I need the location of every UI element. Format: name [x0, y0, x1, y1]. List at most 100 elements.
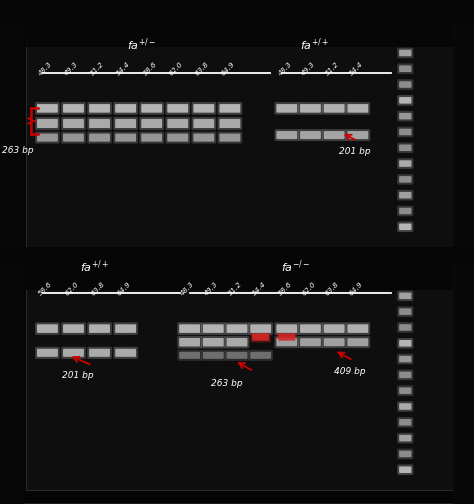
FancyBboxPatch shape: [113, 347, 138, 359]
Text: 64.9: 64.9: [348, 281, 364, 297]
FancyBboxPatch shape: [397, 206, 413, 216]
FancyBboxPatch shape: [397, 221, 413, 232]
FancyBboxPatch shape: [322, 129, 346, 141]
FancyBboxPatch shape: [37, 134, 58, 142]
Text: 263 bp: 263 bp: [211, 379, 243, 388]
FancyBboxPatch shape: [165, 117, 190, 130]
FancyBboxPatch shape: [397, 449, 413, 459]
FancyBboxPatch shape: [63, 119, 84, 128]
FancyBboxPatch shape: [191, 102, 216, 114]
FancyBboxPatch shape: [63, 134, 84, 142]
FancyBboxPatch shape: [399, 145, 411, 151]
FancyBboxPatch shape: [219, 104, 240, 112]
Text: 49.3: 49.3: [203, 281, 219, 297]
FancyBboxPatch shape: [139, 117, 164, 130]
FancyBboxPatch shape: [219, 134, 240, 142]
Bar: [0, 247, 474, 266]
FancyBboxPatch shape: [191, 132, 216, 144]
FancyBboxPatch shape: [61, 117, 86, 130]
FancyBboxPatch shape: [322, 336, 346, 348]
FancyBboxPatch shape: [298, 129, 323, 141]
FancyBboxPatch shape: [165, 102, 190, 114]
FancyBboxPatch shape: [399, 129, 411, 135]
FancyBboxPatch shape: [225, 350, 249, 361]
FancyBboxPatch shape: [35, 117, 60, 130]
FancyBboxPatch shape: [397, 95, 413, 106]
FancyBboxPatch shape: [298, 323, 323, 335]
FancyBboxPatch shape: [89, 325, 110, 333]
FancyBboxPatch shape: [346, 323, 370, 335]
Text: 62.0: 62.0: [168, 60, 184, 77]
FancyBboxPatch shape: [399, 97, 411, 104]
Text: $fa^{+/-}$: $fa^{+/-}$: [128, 36, 157, 53]
FancyBboxPatch shape: [177, 336, 202, 349]
FancyBboxPatch shape: [399, 176, 411, 182]
FancyBboxPatch shape: [35, 347, 60, 359]
FancyBboxPatch shape: [397, 417, 413, 427]
FancyBboxPatch shape: [248, 323, 273, 335]
FancyBboxPatch shape: [399, 208, 411, 214]
FancyBboxPatch shape: [324, 131, 345, 139]
FancyBboxPatch shape: [87, 117, 112, 130]
FancyBboxPatch shape: [201, 350, 226, 361]
FancyBboxPatch shape: [397, 465, 413, 475]
FancyBboxPatch shape: [397, 386, 413, 396]
FancyBboxPatch shape: [397, 338, 413, 349]
FancyBboxPatch shape: [274, 129, 299, 141]
FancyBboxPatch shape: [399, 81, 411, 88]
FancyBboxPatch shape: [193, 134, 214, 142]
FancyBboxPatch shape: [399, 467, 411, 473]
Text: 48.3: 48.3: [277, 60, 293, 77]
FancyBboxPatch shape: [115, 119, 136, 128]
FancyBboxPatch shape: [399, 308, 411, 315]
FancyBboxPatch shape: [115, 349, 136, 357]
FancyBboxPatch shape: [61, 323, 86, 335]
FancyBboxPatch shape: [397, 158, 413, 169]
Text: 51.2: 51.2: [90, 60, 106, 77]
FancyBboxPatch shape: [61, 132, 86, 144]
FancyBboxPatch shape: [225, 323, 249, 335]
FancyBboxPatch shape: [274, 336, 299, 348]
FancyBboxPatch shape: [397, 64, 413, 74]
Text: 48.3: 48.3: [37, 60, 54, 77]
Text: 58.6: 58.6: [142, 60, 158, 77]
FancyBboxPatch shape: [399, 356, 411, 362]
FancyBboxPatch shape: [298, 102, 323, 114]
Text: 62.0: 62.0: [64, 281, 80, 297]
FancyBboxPatch shape: [113, 102, 138, 114]
FancyBboxPatch shape: [219, 119, 240, 128]
FancyBboxPatch shape: [141, 104, 162, 112]
FancyBboxPatch shape: [399, 435, 411, 442]
Bar: [0, 0, 474, 22]
FancyBboxPatch shape: [399, 113, 411, 119]
Text: $fa^{+/+}$: $fa^{+/+}$: [80, 258, 109, 275]
FancyBboxPatch shape: [322, 102, 346, 114]
FancyBboxPatch shape: [177, 323, 202, 335]
Bar: [26, 23, 453, 247]
FancyBboxPatch shape: [203, 325, 224, 333]
Text: 409 bp: 409 bp: [334, 367, 366, 376]
FancyBboxPatch shape: [399, 388, 411, 394]
FancyBboxPatch shape: [218, 102, 242, 114]
FancyBboxPatch shape: [225, 336, 249, 349]
FancyBboxPatch shape: [165, 132, 190, 144]
FancyBboxPatch shape: [399, 160, 411, 167]
FancyBboxPatch shape: [252, 334, 269, 341]
Text: 54.4: 54.4: [251, 281, 267, 297]
Text: 201 bp: 201 bp: [339, 147, 371, 156]
FancyBboxPatch shape: [346, 129, 370, 141]
Text: 64.9: 64.9: [116, 281, 132, 297]
FancyBboxPatch shape: [276, 338, 297, 346]
FancyBboxPatch shape: [63, 349, 84, 357]
Text: 62.0: 62.0: [301, 281, 317, 297]
FancyBboxPatch shape: [37, 325, 58, 333]
FancyBboxPatch shape: [324, 338, 345, 346]
Text: $fa^{+/+}$: $fa^{+/+}$: [301, 36, 330, 53]
FancyBboxPatch shape: [322, 323, 346, 335]
FancyBboxPatch shape: [61, 102, 86, 114]
Text: 64.9: 64.9: [220, 60, 236, 77]
FancyBboxPatch shape: [227, 338, 247, 347]
FancyBboxPatch shape: [397, 127, 413, 137]
FancyBboxPatch shape: [397, 79, 413, 90]
FancyBboxPatch shape: [397, 174, 413, 184]
